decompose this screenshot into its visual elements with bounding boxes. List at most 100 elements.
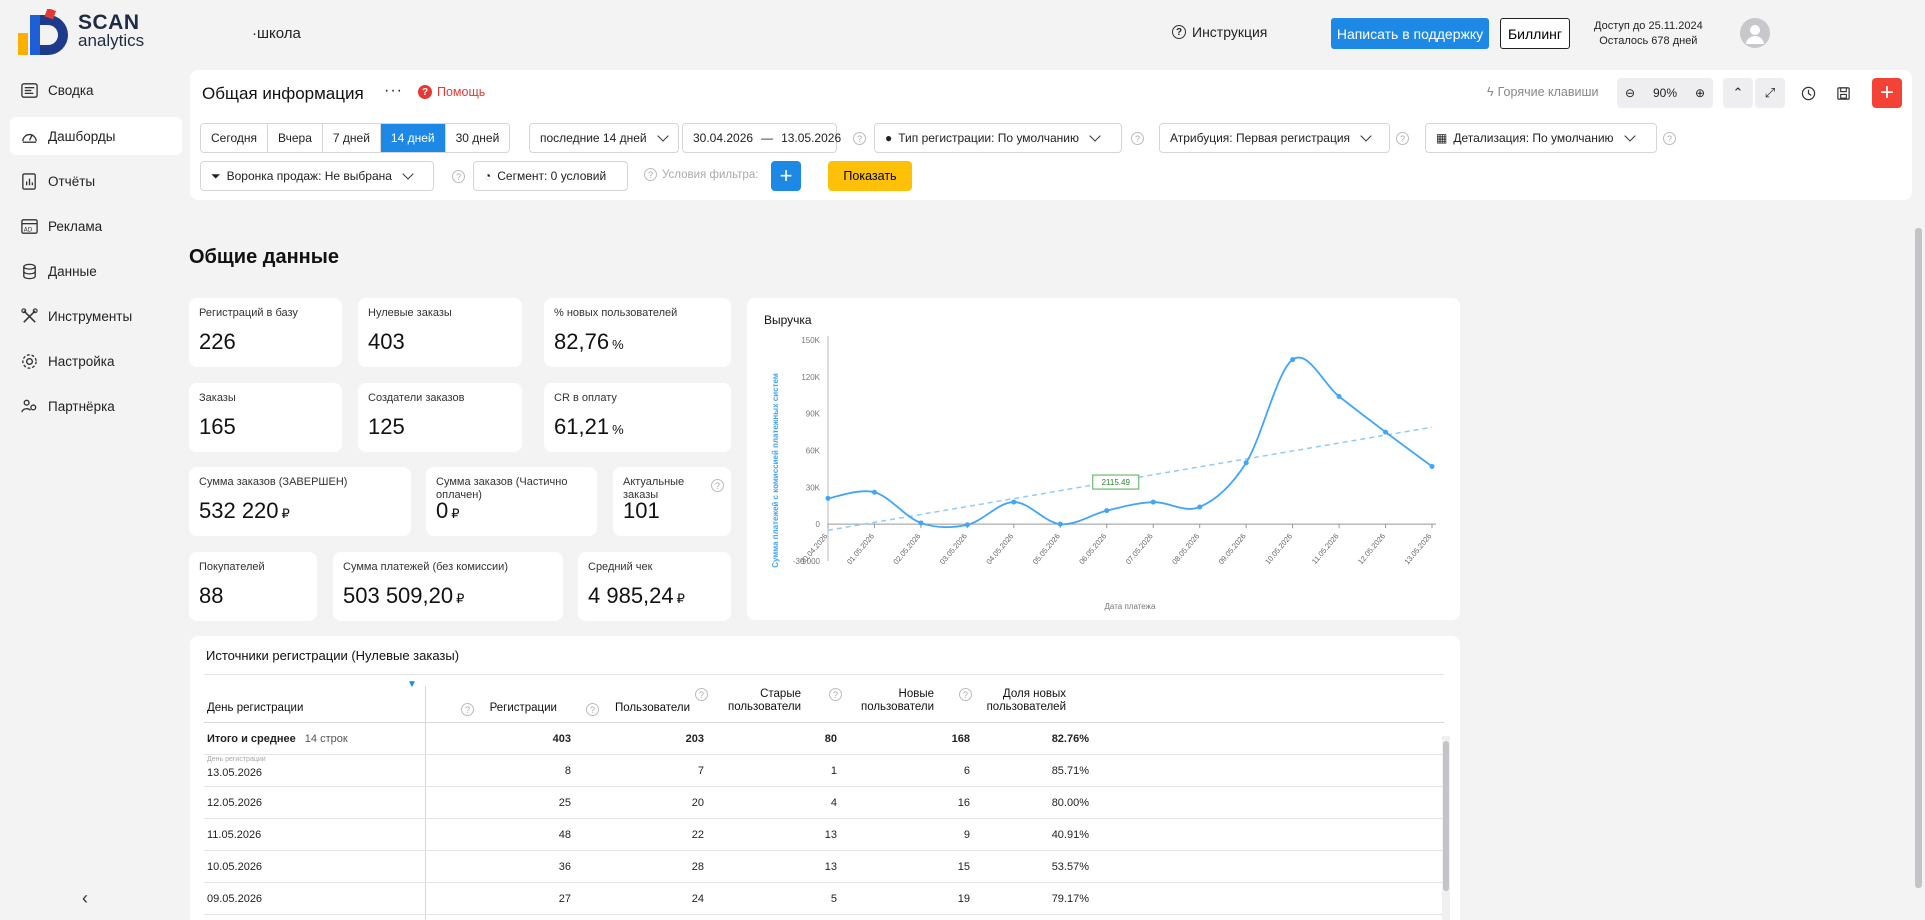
col-header-new-share[interactable]: Доля новых пользователей <box>986 688 1066 713</box>
page-scrollbar[interactable] <box>1914 200 1923 920</box>
kpi-card: Средний чек 4 985,24 ₽ <box>578 552 731 621</box>
hotkeys-button[interactable]: ϟ Горячие клавиши <box>1487 85 1599 99</box>
sidebar-item-label: Реклама <box>48 218 103 234</box>
zoom-in-icon[interactable]: ⊕ <box>1694 86 1705 100</box>
date-range-input[interactable]: 30.04.2026 — 13.05.2026 <box>682 123 841 153</box>
billing-button[interactable]: Биллинг <box>1500 18 1570 49</box>
show-button[interactable]: Показать <box>828 161 912 191</box>
col-header-new-users[interactable]: Новые пользователи <box>860 688 934 713</box>
sidebar-item-summary[interactable]: Сводка <box>10 71 182 109</box>
table-row[interactable]: 09.05.2026 27 24 5 19 79.17% <box>204 883 1444 915</box>
question-icon[interactable]: ? <box>959 688 972 701</box>
table-cell: 16 <box>957 797 970 809</box>
instruction-link[interactable]: ? Инструкция <box>1172 24 1267 40</box>
save-button[interactable] <box>1828 78 1858 108</box>
y-tick-label: -30 000 <box>793 557 821 566</box>
page-scrollbar-thumb[interactable] <box>1915 228 1922 888</box>
col-header-old-users[interactable]: Старые пользователи <box>727 688 801 713</box>
kpi-value: 0 ₽ <box>436 498 460 523</box>
avatar[interactable] <box>1740 18 1770 48</box>
detail-select[interactable]: ▦ Детализация: По умолчанию <box>1425 123 1657 153</box>
plus-icon: + <box>779 163 793 188</box>
y-tick-label: 90K <box>806 410 821 419</box>
add-condition-button[interactable]: + <box>771 161 801 191</box>
question-icon[interactable]: ? <box>695 688 708 701</box>
chevron-down-icon <box>402 168 414 180</box>
table-row[interactable]: День регистрации 13.05.2026 8 7 1 6 85.7… <box>204 755 1444 787</box>
segment-button[interactable]: ◔ Сегмент: 0 условий <box>473 161 628 191</box>
collapse-panel-button[interactable]: ⌃ <box>1723 78 1753 108</box>
total-label: Итого и среднее 14 строк <box>207 733 348 745</box>
chevron-up-icon: ⌃ <box>1732 85 1744 100</box>
table-row[interactable]: 12.05.2026 25 20 4 16 80.00% <box>204 787 1444 819</box>
kpi-label: % новых пользователей <box>554 307 678 319</box>
support-button[interactable]: Написать в поддержку <box>1331 18 1489 49</box>
kpi-label: CR в оплату <box>554 392 617 404</box>
fullscreen-button[interactable]: ⤢ <box>1755 78 1785 108</box>
x-tick-label: 04.05.2026 <box>984 532 1015 567</box>
data-point <box>825 495 831 501</box>
bar-chart-icon: ▦ <box>1436 131 1448 145</box>
question-icon[interactable]: ? <box>853 132 866 145</box>
sidebar-item-data[interactable]: Данные <box>10 252 182 290</box>
x-axis-title: Дата платежа <box>1105 602 1156 611</box>
sort-arrow-icon[interactable]: ▼ <box>407 679 417 690</box>
user-icon <box>1746 25 1764 44</box>
kpi-card: Покупателей 88 <box>189 552 317 621</box>
instruction-label: Инструкция <box>1192 24 1268 40</box>
logo[interactable]: SCAN analytics <box>18 9 144 55</box>
data-point <box>1243 460 1249 466</box>
zoom-out-icon[interactable]: ⊖ <box>1625 86 1636 100</box>
kpi-label: Заказы <box>199 392 236 404</box>
workspace-name[interactable]: ·школа <box>252 25 301 42</box>
question-icon[interactable]: ? <box>586 703 599 716</box>
top-header: SCAN analytics ·школа ? Инструкция Напис… <box>0 0 1925 66</box>
table-title: Источники регистрации (Нулевые заказы) <box>206 648 460 663</box>
date-separator: — <box>761 131 774 145</box>
col-header-date[interactable]: День регистрации <box>207 702 304 714</box>
question-icon[interactable]: ? <box>1131 132 1144 145</box>
col-header-registrations[interactable]: Регистрации <box>489 702 557 714</box>
add-widget-button[interactable]: + <box>1872 78 1902 108</box>
period-7-days[interactable]: 7 дней <box>322 124 381 152</box>
sidebar-item-ads[interactable]: AD Реклама <box>10 207 182 245</box>
kpi-value: 61,21% <box>554 414 624 439</box>
sidebar-item-partner[interactable]: Партнёрка <box>10 387 182 425</box>
kpi-value: 4 985,24 ₽ <box>588 583 685 608</box>
registration-type-select[interactable]: ● Тип регистрации: По умолчанию <box>874 123 1122 153</box>
chart-title: Выручка <box>764 313 812 327</box>
kpi-value: 88 <box>199 583 224 608</box>
period-14-days[interactable]: 14 дней <box>380 124 446 152</box>
sidebar-item-tools[interactable]: Инструменты <box>10 297 182 335</box>
period-30-days[interactable]: 30 дней <box>445 124 510 152</box>
question-icon[interactable]: ? <box>1663 132 1676 145</box>
table-scrollbar-thumb[interactable] <box>1443 741 1449 891</box>
table-row[interactable]: 11.05.2026 48 22 13 9 40.91% <box>204 819 1444 851</box>
sidebar-item-reports[interactable]: Отчёты <box>10 162 182 200</box>
data-point <box>1336 393 1342 399</box>
question-icon[interactable]: ? <box>644 168 657 181</box>
period-today[interactable]: Сегодня <box>201 124 268 152</box>
period-yesterday[interactable]: Вчера <box>268 124 323 152</box>
kpi-value: 165 <box>199 414 236 439</box>
range-select[interactable]: последние 14 дней <box>529 123 679 153</box>
history-button[interactable] <box>1793 78 1823 108</box>
sidebar-item-settings[interactable]: Настройка <box>10 342 182 380</box>
question-icon[interactable]: ? <box>461 703 474 716</box>
chevron-down-icon <box>1623 130 1636 142</box>
col-header-users[interactable]: Пользователи <box>614 702 690 714</box>
table-row[interactable]: 10.05.2026 36 28 13 15 53.57% <box>204 851 1444 883</box>
sidebar-item-dashboards[interactable]: Дашборды <box>10 117 182 155</box>
question-icon[interactable]: ? <box>1396 132 1409 145</box>
question-icon[interactable]: ? <box>452 170 465 183</box>
help-link[interactable]: ? Помощь <box>418 85 485 99</box>
funnel-select[interactable]: ⏷ Воронка продаж: Не выбрана <box>200 161 434 191</box>
table-cell: 12.05.2026 <box>207 797 263 809</box>
kpi-card: Нулевые заказы 403 <box>358 298 522 367</box>
segment-value: Сегмент: 0 условий <box>497 169 607 183</box>
question-icon[interactable]: ? <box>829 688 842 701</box>
attribution-select[interactable]: Атрибуция: Первая регистрация <box>1159 123 1390 153</box>
collapse-sidebar-icon[interactable]: ‹ <box>82 888 88 908</box>
question-icon[interactable]: ? <box>711 479 724 492</box>
more-icon[interactable]: ··· <box>384 82 403 99</box>
